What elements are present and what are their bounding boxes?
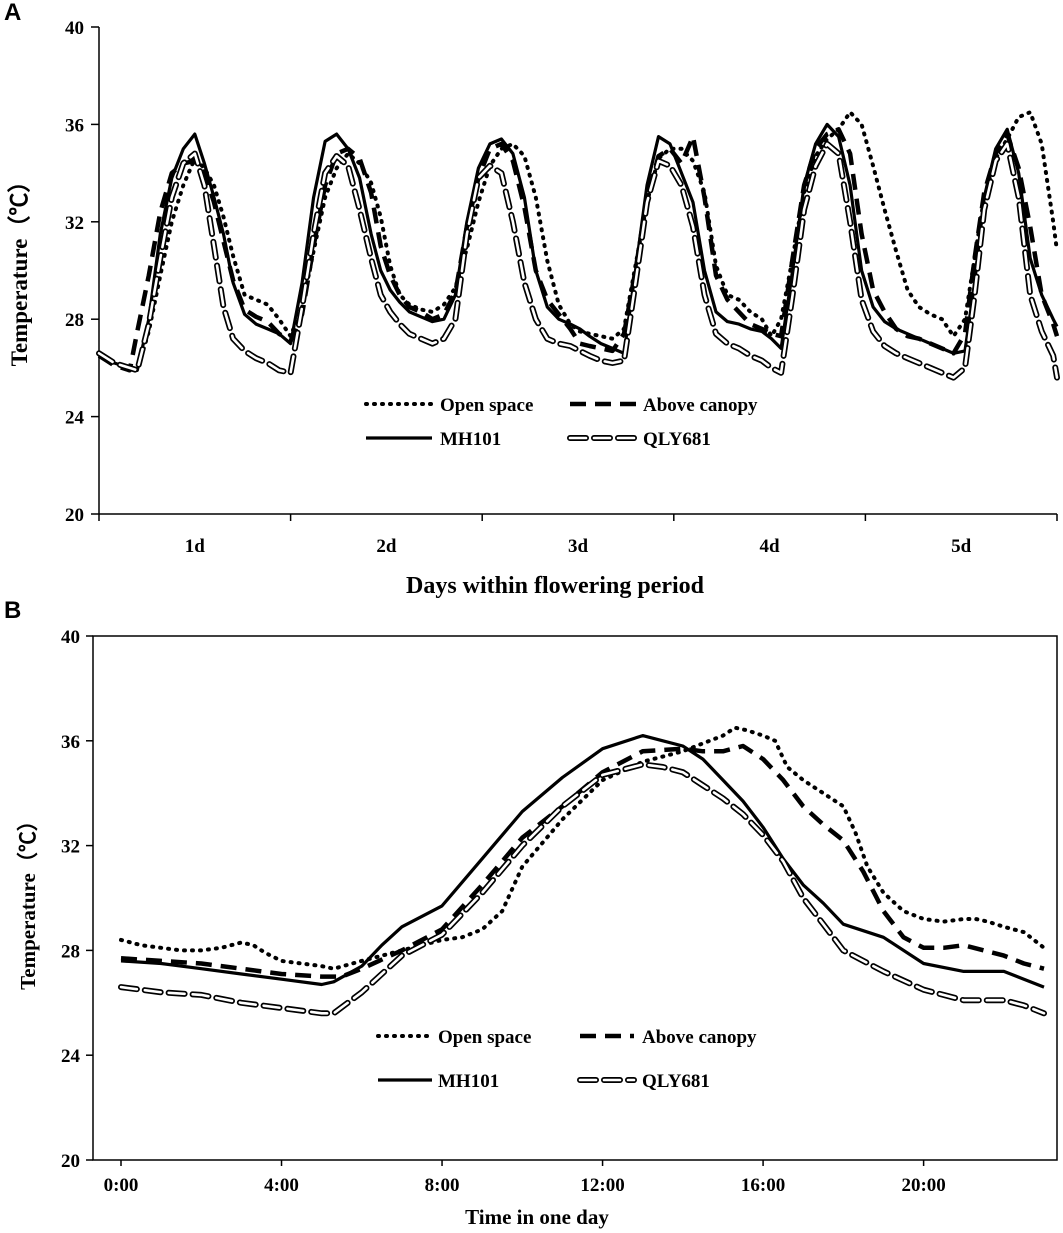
panel-a-x-tick-label: 1d [185,536,206,557]
panel-b-x-tick-label: 4:00 [264,1175,299,1196]
a-line-qly681 [97,142,1059,379]
b-line-open-space [119,725,1046,971]
panel-a-x-tick-label: 5d [951,536,972,557]
a-y-tick-label: 36 [65,115,84,136]
a-y-tick-label: 20 [65,505,84,526]
panel-a-chart: A 20 24 28 32 36 40 1d 2d 3d 4d 5d Open space Above… [4,0,1060,599]
panel-b-x-tick-label: 16:00 [741,1175,785,1196]
b-y-tick-label: 28 [61,941,80,962]
panel-a-y-axis-title: Temperature（℃） [6,170,32,367]
a-y-tick-label: 32 [65,213,84,234]
a-series-open-space [97,110,1059,373]
b-y-tick-label: 40 [61,627,80,648]
panel-b-plot-frame [92,635,1058,1161]
panel-b-x-axis-title: Time in one day [465,1205,609,1229]
b-series-mh101 [120,734,1045,989]
a-line-mh101 [98,122,1059,372]
a-y-tick-label: 28 [65,310,84,331]
panel-b-y-axis-title: Temperature（℃） [16,810,40,990]
a-legend-item-above-canopy: Above canopy [570,395,758,416]
b-line-above-canopy [120,743,1045,979]
a-legend-label: MH101 [440,429,501,450]
a-legend-item-qly681: QLY681 [567,429,711,450]
panel-a-x-tick-label: 4d [760,536,781,557]
b-legend-label: QLY681 [642,1071,710,1092]
panel-b-x-tick-label: 20:00 [901,1175,945,1196]
b-series-qly681 [118,761,1047,1017]
b-legend-label: MH101 [438,1071,499,1092]
a-legend-label: QLY681 [643,429,711,450]
b-legend-item-open-space: Open space [376,1027,531,1048]
panel-b-x-tick-label: 0:00 [104,1175,139,1196]
b-line-qly681 [119,763,1046,1015]
a-legend-item-open-space: Open space [364,395,533,416]
b-legend-label: Open space [438,1027,531,1048]
a-series-above-canopy [97,127,1060,373]
b-legend-label: Above canopy [642,1027,757,1048]
a-legend-label: Open space [440,395,533,416]
b-y-tick-label: 32 [61,837,80,858]
a-line-above-canopy [97,127,1060,373]
a-series-qly681 [96,140,1060,381]
b-legend-item-mh101: MH101 [378,1071,499,1092]
a-line-open-space [97,110,1059,373]
b-y-tick-label: 20 [61,1151,80,1172]
panel-a-x-tick-label: 2d [376,536,397,557]
b-series-open-space [119,725,1046,971]
a-y-tick-label: 24 [65,408,85,429]
a-legend-label: Above canopy [643,395,758,416]
a-y-tick-label: 40 [65,18,84,39]
a-line-qly681 [96,140,1060,381]
panel-b-x-tick-label: 12:00 [580,1175,624,1196]
panel-b-letter: B [4,597,21,624]
b-y-tick-label: 24 [61,1046,81,1067]
panel-a-letter: A [4,0,21,26]
b-legend-item-above-canopy: Above canopy [580,1027,757,1048]
panel-a-x-axis-title: Days within flowering period [406,573,705,599]
panel-a-x-tick-label: 3d [568,536,589,557]
a-legend-item-mh101: MH101 [366,429,501,450]
panel-b-x-tick-label: 8:00 [425,1175,460,1196]
b-y-tick-label: 36 [61,732,80,753]
panel-b-chart: B 20 24 28 32 36 40 0:00 4:00 8:00 12:00 16:00 20:0… [4,597,1058,1229]
b-line-mh101 [120,734,1045,989]
b-series-above-canopy [120,743,1045,979]
b-legend-item-qly681: QLY681 [577,1071,710,1092]
a-series-mh101 [98,122,1059,372]
